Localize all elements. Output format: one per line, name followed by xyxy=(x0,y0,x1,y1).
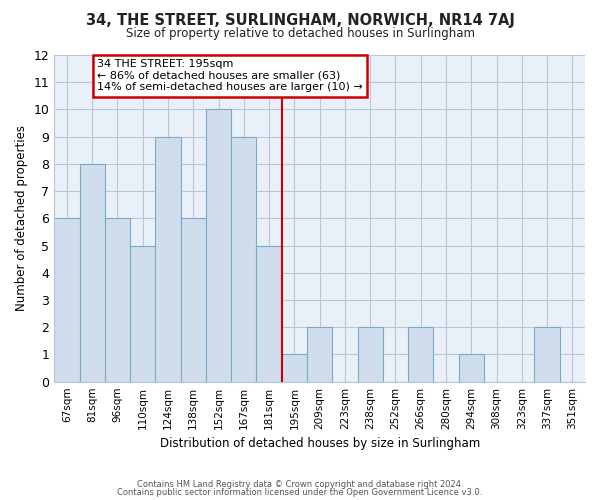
Bar xyxy=(155,136,181,382)
Bar xyxy=(408,327,433,382)
Text: 34, THE STREET, SURLINGHAM, NORWICH, NR14 7AJ: 34, THE STREET, SURLINGHAM, NORWICH, NR1… xyxy=(86,12,514,28)
Text: 34 THE STREET: 195sqm
← 86% of detached houses are smaller (63)
14% of semi-deta: 34 THE STREET: 195sqm ← 86% of detached … xyxy=(97,59,363,92)
Text: Size of property relative to detached houses in Surlingham: Size of property relative to detached ho… xyxy=(125,28,475,40)
Bar xyxy=(80,164,105,382)
Bar xyxy=(256,246,282,382)
Bar xyxy=(358,327,383,382)
Bar xyxy=(535,327,560,382)
Bar xyxy=(307,327,332,382)
Text: Contains HM Land Registry data © Crown copyright and database right 2024.: Contains HM Land Registry data © Crown c… xyxy=(137,480,463,489)
Bar xyxy=(458,354,484,382)
X-axis label: Distribution of detached houses by size in Surlingham: Distribution of detached houses by size … xyxy=(160,437,480,450)
Bar xyxy=(206,110,231,382)
Bar xyxy=(105,218,130,382)
Bar xyxy=(54,218,80,382)
Bar xyxy=(282,354,307,382)
Bar xyxy=(231,136,256,382)
Y-axis label: Number of detached properties: Number of detached properties xyxy=(15,126,28,312)
Bar xyxy=(181,218,206,382)
Bar xyxy=(130,246,155,382)
Text: Contains public sector information licensed under the Open Government Licence v3: Contains public sector information licen… xyxy=(118,488,482,497)
